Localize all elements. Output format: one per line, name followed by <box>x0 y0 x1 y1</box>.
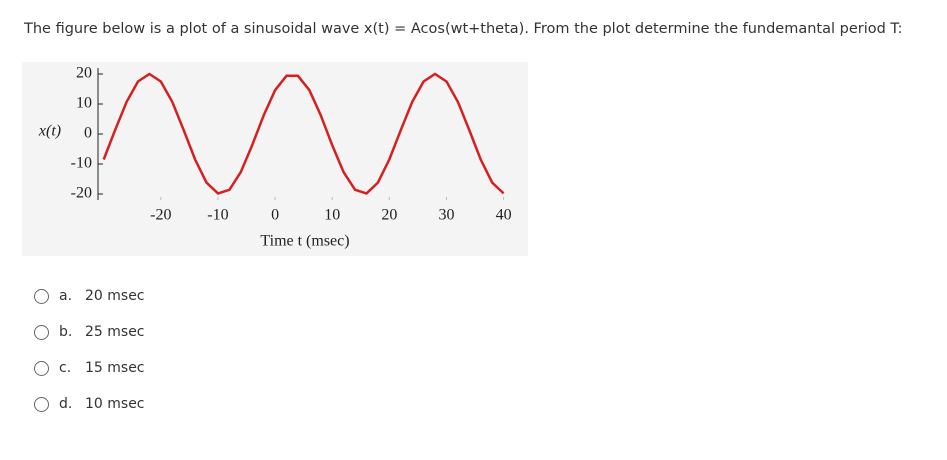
y-axis-label: x(t) <box>38 123 61 140</box>
question: The figure below is a plot of a sinusoid… <box>24 21 903 37</box>
x-tick-label: 0 <box>271 207 279 224</box>
x-tick-label: 40 <box>496 207 512 224</box>
option-text: 25 msec <box>85 324 145 340</box>
option[interactable]: b. 25 msec <box>34 324 145 340</box>
sine-wave <box>102 72 505 195</box>
radio-button[interactable] <box>34 324 49 340</box>
x-axis-label: Time t (msec) <box>260 233 349 250</box>
option-text: 15 msec <box>85 360 145 376</box>
x-tick-label: 10 <box>324 207 340 224</box>
y-tick-label: -20 <box>71 185 92 202</box>
x-tick-label: -20 <box>150 207 171 224</box>
radio-button[interactable] <box>34 360 49 376</box>
y-tick-label: 20 <box>76 65 92 82</box>
y-tick-label: 0 <box>84 125 92 142</box>
option-letter: b. <box>59 324 73 340</box>
option-letter: c. <box>59 360 72 376</box>
figure-background <box>22 62 528 256</box>
option-text: 20 msec <box>85 288 145 304</box>
radio-button[interactable] <box>34 396 49 412</box>
option[interactable]: a. 20 msec <box>34 288 145 304</box>
y-tick-label: -10 <box>71 155 92 172</box>
option[interactable]: c. 15 msec <box>34 360 145 376</box>
option-text: 10 msec <box>85 396 145 412</box>
y-tick-label: 10 <box>76 95 92 112</box>
x-tick-label: 30 <box>438 207 454 224</box>
option-letter: d. <box>59 396 73 412</box>
option[interactable]: d. 10 msec <box>34 396 145 412</box>
x-tick-label: 20 <box>381 207 397 224</box>
chart: x(t) Time t (msec) -20 -10 0 10 20 -20 -10 0 10 2… <box>22 62 528 256</box>
x-tick-label: -10 <box>207 207 228 224</box>
radio-button[interactable] <box>34 288 49 304</box>
option-letter: a. <box>59 288 73 304</box>
